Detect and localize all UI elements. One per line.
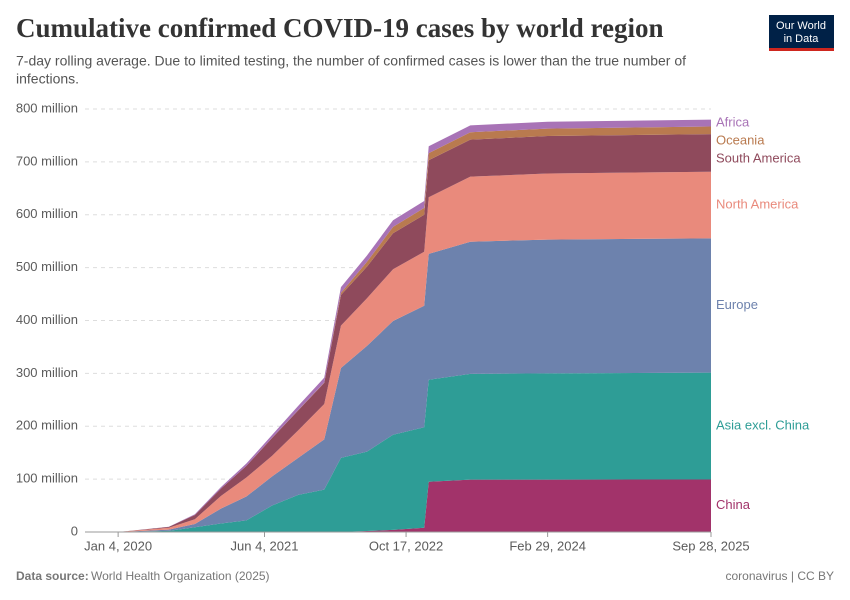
- plot: 0 100 million 200 million 300 million 400 mi…: [16, 100, 810, 553]
- chart-subtitle: infections.: [16, 71, 79, 87]
- x-tick-label: Sep 28, 2025: [672, 538, 749, 553]
- area: [118, 171, 711, 532]
- logo-bar: [769, 48, 834, 51]
- y-tick-label: 300 million: [16, 365, 78, 380]
- legend-label: Africa: [716, 115, 750, 130]
- legend-label: China: [716, 497, 751, 512]
- y-tick-label: 800 million: [16, 100, 78, 115]
- y-tick-label: 200 million: [16, 418, 78, 433]
- chart-title: Cumulative confirmed COVID-19 cases by w…: [16, 13, 663, 43]
- y-tick-label: 100 million: [16, 471, 78, 486]
- logo-box: [769, 15, 834, 50]
- area: [118, 238, 711, 532]
- logo-text: Our World: [776, 20, 826, 32]
- area: [118, 372, 711, 532]
- x-tick-label: Feb 29, 2024: [509, 538, 586, 553]
- legend-label: Asia excl. China: [716, 417, 810, 432]
- legend-label: Europe: [716, 297, 758, 312]
- x-tick-label: Jan 4, 2020: [84, 538, 152, 553]
- y-tick-label: 0: [71, 523, 78, 538]
- logo[interactable]: Our World in Data: [769, 15, 834, 51]
- legend-label: South America: [716, 151, 801, 166]
- license[interactable]: coronavirus | CC BY: [726, 569, 835, 583]
- source: World Health Organization (2025): [91, 569, 270, 583]
- y-tick-label: 600 million: [16, 206, 78, 221]
- y-tick-label: 400 million: [16, 312, 78, 327]
- x-tick-label: Jun 4, 2021: [231, 538, 299, 553]
- source-label: Data source:: [16, 569, 89, 583]
- chart-subtitle: 7-day rolling average. Due to limited te…: [16, 53, 686, 69]
- y-tick-label: 500 million: [16, 259, 78, 274]
- x-tick-label: Oct 17, 2022: [369, 538, 443, 553]
- area: [118, 479, 711, 532]
- legend-label: North America: [716, 196, 799, 211]
- y-tick-label: 700 million: [16, 153, 78, 168]
- legend-label: Oceania: [716, 133, 765, 148]
- logo-text: in Data: [784, 33, 820, 45]
